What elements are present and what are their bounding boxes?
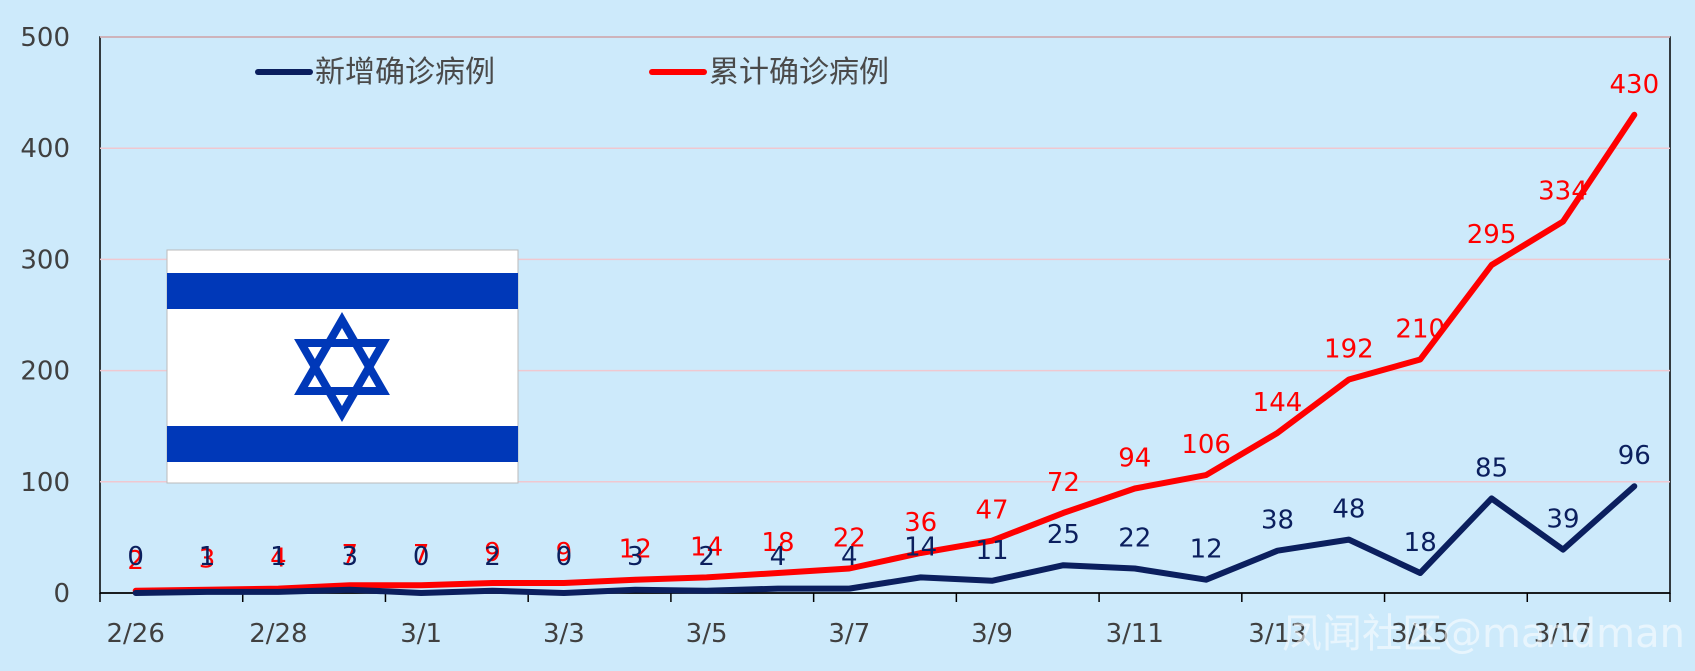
- y-tick-label-200: 200: [20, 357, 70, 387]
- data-label-new-7: 3: [627, 542, 644, 572]
- data-label-new-21: 96: [1618, 441, 1651, 471]
- data-label-total-8: 14: [690, 532, 723, 562]
- x-tick-label-3-17: 3/17: [1534, 619, 1592, 649]
- x-axis: 2/26 2/28 3/1 3/3 3/5 3/7 3/9 3/11 3/13 3/15 3/17: [99, 592, 1671, 649]
- data-label-new-19: 85: [1475, 453, 1508, 483]
- data-label-total-13: 72: [1047, 468, 1080, 498]
- data-label-new-8: 2: [698, 542, 715, 572]
- data-label-new-2: 1: [270, 542, 287, 572]
- data-label-new-1: 1: [199, 542, 216, 572]
- data-label-new-13: 25: [1047, 520, 1080, 550]
- data-label-total-17: 192: [1324, 334, 1374, 364]
- data-label-total-10: 22: [833, 524, 866, 554]
- data-label-new-11: 14: [904, 532, 937, 562]
- data-label-total-3: 7: [341, 540, 358, 570]
- data-label-new-17: 48: [1332, 495, 1365, 525]
- data-label-total-2: 4: [270, 544, 287, 574]
- data-label-new-10: 4: [841, 542, 858, 572]
- y-tick-label-0: 0: [53, 579, 70, 609]
- data-label-total-20: 334: [1538, 177, 1588, 207]
- data-label-new-15: 12: [1190, 535, 1223, 565]
- data-label-total-12: 47: [975, 496, 1008, 526]
- x-tick-label-3-15: 3/15: [1391, 619, 1449, 649]
- y-axis: 0 100 200 300 400 500: [20, 23, 70, 609]
- data-label-total-18: 210: [1395, 314, 1445, 344]
- data-label-total-14: 94: [1118, 443, 1151, 473]
- data-label-new-0: 0: [127, 542, 144, 572]
- data-label-total-21: 430: [1609, 70, 1659, 100]
- data-label-total-0: 2: [127, 546, 144, 576]
- series-line-0: [132, 483, 1638, 596]
- x-tick-label-2-28: 2/28: [249, 619, 307, 649]
- y-tick-label-400: 400: [20, 134, 70, 164]
- data-label-new-16: 38: [1261, 506, 1294, 536]
- data-label-total-19: 295: [1467, 220, 1517, 250]
- x-tick-label-2-26: 2/26: [106, 619, 164, 649]
- x-tick-label-3-7: 3/7: [828, 619, 870, 649]
- legend-label-new: 新增确诊病例: [315, 55, 495, 90]
- x-tick-label-3-3: 3/3: [543, 619, 585, 649]
- y-tick-label-500: 500: [20, 23, 70, 53]
- data-label-total-4: 7: [413, 540, 430, 570]
- data-label-new-5: 2: [484, 542, 501, 572]
- data-label-new-9: 4: [770, 542, 787, 572]
- legend-label-total: 累计确诊病例: [709, 55, 889, 90]
- data-label-total-9: 18: [761, 528, 794, 558]
- watermark: 凤闻社区@mandman: [1282, 611, 1685, 657]
- data-label-new-3: 3: [341, 542, 358, 572]
- data-label-new-20: 39: [1546, 505, 1579, 535]
- x-tick-label-3-11: 3/11: [1106, 619, 1164, 649]
- x-tick-label-3-13: 3/13: [1248, 619, 1306, 649]
- data-label-total-6: 9: [556, 538, 573, 568]
- data-label-new-14: 22: [1118, 524, 1151, 554]
- legend: 新增确诊病例 累计确诊病例: [255, 55, 889, 90]
- x-tick-label-3-1: 3/1: [400, 619, 442, 649]
- data-label-new-12: 11: [975, 536, 1008, 566]
- x-tick-label-3-5: 3/5: [686, 619, 728, 649]
- data-label-total-1: 3: [199, 545, 216, 575]
- y-tick-label-300: 300: [20, 245, 70, 275]
- series-line-1: [132, 111, 1638, 594]
- data-label-new-6: 0: [556, 542, 573, 572]
- y-tick-label-100: 100: [20, 468, 70, 498]
- data-label-total-11: 36: [904, 508, 937, 538]
- data-label-total-5: 9: [484, 538, 501, 568]
- israel-flag-icon: [166, 249, 519, 484]
- data-label-total-16: 144: [1253, 388, 1303, 418]
- x-tick-label-3-9: 3/9: [971, 619, 1013, 649]
- data-label-new-4: 0: [413, 542, 430, 572]
- data-label-total-7: 12: [619, 535, 652, 565]
- series-lines: [132, 111, 1638, 596]
- data-label-new-18: 18: [1404, 528, 1437, 558]
- data-label-total-15: 106: [1181, 430, 1231, 460]
